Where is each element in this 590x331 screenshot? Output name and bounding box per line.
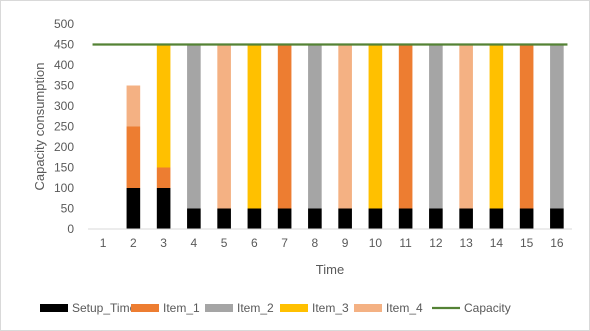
bar-setup-time-t13 bbox=[459, 208, 473, 229]
bar-setup-time-t6 bbox=[247, 208, 262, 229]
y-tick-label: 450 bbox=[54, 38, 74, 52]
x-tick-label: 10 bbox=[369, 236, 383, 250]
legend-label-item-2: Item_2 bbox=[237, 301, 274, 315]
bar-item-1-t7 bbox=[277, 44, 292, 209]
bar-item-4-t2 bbox=[126, 85, 141, 127]
bar-item-3-t10 bbox=[368, 44, 383, 209]
legend: Setup_Time Item_1 Item_2 Item_3 Item_4 Capaci… bbox=[40, 301, 511, 315]
bar-item-3-t3 bbox=[156, 44, 171, 168]
bar-item-1-t11 bbox=[398, 44, 413, 209]
y-tick-label: 350 bbox=[54, 79, 74, 93]
y-axis-ticks: 0 50 100 150 200 250 300 350 400 450 500 bbox=[54, 17, 74, 236]
bar-setup-time-t8 bbox=[308, 208, 322, 229]
legend-label-setup-time: Setup_Time bbox=[72, 301, 137, 315]
bar-item-3-t14 bbox=[489, 44, 504, 209]
bar-item-2-t16 bbox=[550, 44, 564, 209]
legend-label-item-1: Item_1 bbox=[163, 301, 200, 315]
bar-item-1-t2 bbox=[126, 126, 141, 188]
bar-item-1-t15 bbox=[519, 44, 534, 209]
bars bbox=[126, 44, 564, 229]
y-axis-title: Capacity consumption bbox=[32, 63, 47, 191]
y-tick-label: 200 bbox=[54, 140, 74, 154]
bar-item-3-t6 bbox=[247, 44, 262, 209]
x-tick-label: 5 bbox=[221, 236, 228, 250]
legend-swatch-item-3 bbox=[280, 304, 308, 312]
y-tick-label: 500 bbox=[54, 17, 74, 31]
x-tick-label: 6 bbox=[251, 236, 258, 250]
x-tick-label: 9 bbox=[342, 236, 349, 250]
x-axis-title: Time bbox=[316, 262, 344, 277]
bar-setup-time-t10 bbox=[368, 208, 383, 229]
bar-setup-time-t4 bbox=[187, 208, 201, 229]
bar-setup-time-t7 bbox=[277, 208, 292, 229]
bar-item-2-t8 bbox=[308, 44, 322, 209]
y-tick-label: 300 bbox=[54, 99, 74, 113]
bar-setup-time-t16 bbox=[550, 208, 564, 229]
legend-swatch-item-4 bbox=[354, 304, 382, 312]
x-tick-label: 2 bbox=[130, 236, 137, 250]
x-tick-label: 3 bbox=[160, 236, 167, 250]
bar-item-1-t3 bbox=[156, 167, 171, 188]
legend-swatch-setup-time bbox=[40, 304, 68, 312]
bar-setup-time-t14 bbox=[489, 208, 504, 229]
bar-setup-time-t12 bbox=[429, 208, 443, 229]
x-tick-label: 15 bbox=[520, 236, 534, 250]
legend-swatch-item-2 bbox=[205, 304, 233, 312]
bar-setup-time-t15 bbox=[519, 208, 534, 229]
bar-setup-time-t3 bbox=[156, 188, 171, 229]
x-tick-label: 7 bbox=[281, 236, 288, 250]
legend-label-capacity: Capacity bbox=[464, 301, 511, 315]
legend-label-item-4: Item_4 bbox=[386, 301, 423, 315]
y-tick-label: 0 bbox=[67, 222, 74, 236]
legend-label-item-3: Item_3 bbox=[312, 301, 349, 315]
y-tick-label: 250 bbox=[54, 120, 74, 134]
x-tick-label: 1 bbox=[100, 236, 107, 250]
bar-item-2-t4 bbox=[187, 44, 201, 209]
y-tick-label: 400 bbox=[54, 58, 74, 72]
bar-setup-time-t9 bbox=[338, 208, 352, 229]
x-tick-label: 12 bbox=[429, 236, 443, 250]
bar-item-4-t5 bbox=[217, 44, 231, 209]
x-tick-label: 4 bbox=[191, 236, 198, 250]
bar-item-2-t12 bbox=[429, 44, 443, 209]
x-tick-label: 11 bbox=[399, 236, 412, 250]
legend-swatch-item-1 bbox=[131, 304, 159, 312]
x-tick-label: 13 bbox=[459, 236, 473, 250]
y-tick-label: 50 bbox=[61, 202, 75, 216]
bar-item-4-t13 bbox=[459, 44, 473, 209]
x-tick-label: 16 bbox=[550, 236, 564, 250]
x-axis-ticks: 1 2 3 4 5 6 7 8 9 10 11 12 13 14 15 16 bbox=[100, 236, 564, 250]
bar-setup-time-t5 bbox=[217, 208, 231, 229]
bar-setup-time-t11 bbox=[398, 208, 413, 229]
bar-item-4-t9 bbox=[338, 44, 352, 209]
bar-setup-time-t2 bbox=[126, 188, 141, 229]
y-tick-label: 100 bbox=[54, 181, 74, 195]
y-tick-label: 150 bbox=[54, 161, 74, 175]
x-tick-label: 14 bbox=[490, 236, 504, 250]
x-tick-label: 8 bbox=[312, 236, 319, 250]
